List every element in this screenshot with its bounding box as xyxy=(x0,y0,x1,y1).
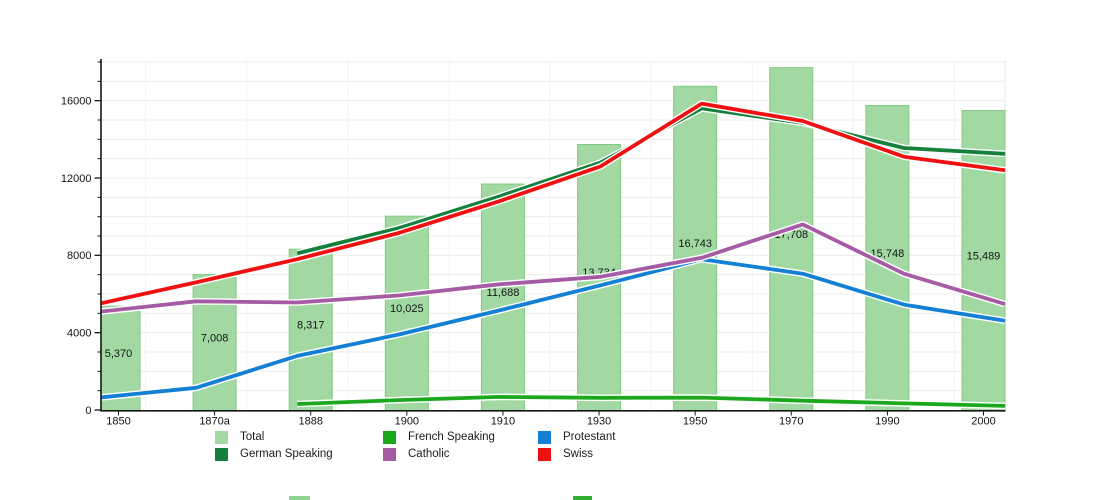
total-bar xyxy=(384,215,429,411)
legend-label: Total xyxy=(240,431,265,443)
cropped-legend-artifact xyxy=(289,496,310,500)
x-axis-tick-label: 1990 xyxy=(875,416,899,428)
y-axis-tick-label: 8000 xyxy=(67,250,91,262)
legend-swatch-icon xyxy=(215,448,228,461)
y-axis-tick-label: 16000 xyxy=(61,95,92,107)
legend-item: Protestant xyxy=(538,431,615,444)
y-axis-tick-label: 4000 xyxy=(67,327,91,339)
series-line-french-speaking xyxy=(297,395,1006,408)
legend-column: Total German Speaking xyxy=(215,431,333,461)
legend-swatch-icon xyxy=(383,448,396,461)
bar-value-label: 15,489 xyxy=(967,250,1001,262)
series-line-catholic xyxy=(100,222,1006,314)
bar-value-label: 11,688 xyxy=(487,287,520,299)
legend-label: Swiss xyxy=(563,448,594,460)
bar-value-label: 5,370 xyxy=(105,348,133,360)
legend-item: Catholic xyxy=(383,448,495,461)
legend-item: French Speaking xyxy=(383,431,495,444)
legend-label: French Speaking xyxy=(408,431,495,443)
cropped-legend-artifact xyxy=(573,496,592,500)
bar-value-label: 8,317 xyxy=(297,320,325,332)
legend-swatch-icon xyxy=(538,431,551,444)
total-bar xyxy=(288,248,333,411)
x-axis-tick-label: 1950 xyxy=(683,416,707,428)
y-axis-tick-label: 12000 xyxy=(61,173,92,185)
legend-swatch-icon xyxy=(383,431,396,444)
x-axis-tick-label: 1870a xyxy=(199,416,230,428)
total-bar xyxy=(961,110,1006,411)
total-bar xyxy=(673,85,718,411)
total-bar xyxy=(480,183,525,411)
legend-column: French Speaking Catholic xyxy=(383,431,495,461)
series-line-swiss xyxy=(100,101,1006,306)
legend-item: German Speaking xyxy=(215,448,333,461)
corner-render-artifact xyxy=(0,0,47,47)
legend-item: Total xyxy=(215,431,333,444)
bar-value-label: 16,743 xyxy=(678,238,712,250)
x-axis-tick-label: 1888 xyxy=(298,416,322,428)
y-axis-tick-label: 0 xyxy=(85,405,91,417)
series-line-protestant xyxy=(100,257,1006,400)
bar-value-label: 7,008 xyxy=(201,332,229,344)
x-axis-tick-label: 1910 xyxy=(491,416,515,428)
x-axis-tick-label: 1900 xyxy=(395,416,419,428)
x-axis-tick-label: 1850 xyxy=(106,416,130,428)
x-axis-tick-label: 1970 xyxy=(779,416,803,428)
chart-legend: Total German Speaking French Speaking Catho… xyxy=(0,431,1100,471)
x-axis-tick-label: 2000 xyxy=(971,416,995,428)
legend-label: Catholic xyxy=(408,448,450,460)
legend-label: German Speaking xyxy=(240,448,333,460)
legend-swatch-icon xyxy=(538,448,551,461)
legend-swatch-icon xyxy=(215,431,228,444)
legend-column: Protestant Swiss xyxy=(538,431,615,461)
bar-value-label: 10,025 xyxy=(390,303,424,315)
legend-item: Swiss xyxy=(538,448,615,461)
bar-value-label: 15,748 xyxy=(871,248,905,260)
x-axis-tick-label: 1930 xyxy=(587,416,611,428)
legend-label: Protestant xyxy=(563,431,616,443)
